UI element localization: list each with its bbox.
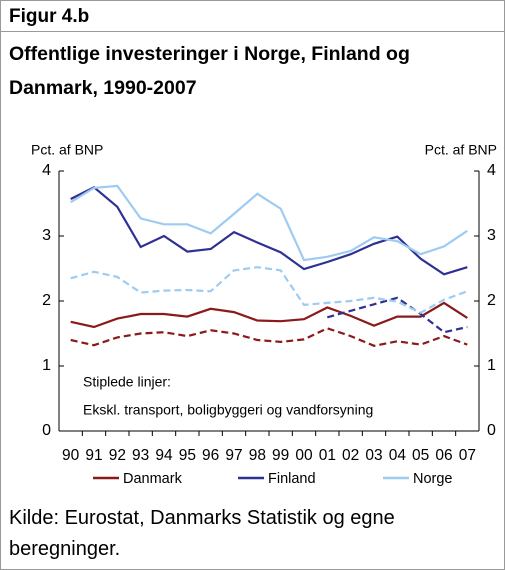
y-tick-label: 3 (42, 227, 51, 244)
y2-axis-label: Pct. af BNP (425, 142, 497, 158)
y-axis-label: Pct. af BNP (31, 142, 103, 158)
x-tick-label: 02 (342, 447, 359, 464)
legend-label: Norge (413, 471, 453, 487)
chart: Pct. af BNP Pct. af BNP Stiplede linjer:… (31, 142, 497, 487)
x-tick-label: 00 (295, 447, 313, 464)
chart-title: Offentlige investeringer i Norge, Finlan… (9, 43, 410, 99)
x-tick-label: 98 (249, 447, 266, 464)
x-tick-label: 97 (225, 447, 242, 464)
x-tick-label: 06 (435, 447, 452, 464)
y2-tick-label: 1 (487, 357, 496, 374)
x-tick-label: 99 (272, 447, 289, 464)
x-tick-label: 94 (155, 447, 173, 464)
legend-label: Danmark (123, 471, 183, 487)
y2-tick-label: 2 (487, 292, 496, 309)
x-tick-label: 90 (62, 447, 80, 464)
y2-tick-label: 0 (487, 422, 496, 439)
annotation: Stiplede linjer: (83, 374, 171, 390)
legend-label: Finland (268, 471, 316, 487)
annotation: Ekskl. transport, boligbyggeri og vandfo… (83, 402, 373, 418)
y-tick-label: 4 (42, 162, 51, 179)
y2-tick-label: 4 (487, 162, 496, 179)
dashed-line (70, 266, 468, 314)
source: Kilde: Eurostat, Danmarks Statistik og e… (9, 507, 395, 560)
line (70, 184, 468, 262)
x-tick-label: 01 (319, 447, 336, 464)
x-tick-label: 04 (389, 447, 407, 464)
x-tick-label: 05 (412, 447, 429, 464)
y-tick-label: 0 (42, 422, 51, 439)
x-tick-label: 91 (85, 447, 102, 464)
y-tick-label: 2 (42, 292, 51, 309)
line (70, 301, 468, 329)
y-tick-label: 1 (42, 357, 51, 374)
line (70, 185, 468, 276)
x-tick-label: 92 (109, 447, 126, 464)
dashed-line (70, 327, 468, 347)
y2-tick-label: 3 (487, 227, 496, 244)
x-tick-label: 96 (202, 447, 219, 464)
x-tick-label: 95 (179, 447, 196, 464)
x-tick-label: 93 (132, 447, 149, 464)
x-tick-label: 03 (365, 447, 382, 464)
figure-label: Figur 4.b (1, 1, 504, 32)
dashed-line (327, 296, 468, 334)
x-tick-label: 07 (459, 447, 476, 464)
